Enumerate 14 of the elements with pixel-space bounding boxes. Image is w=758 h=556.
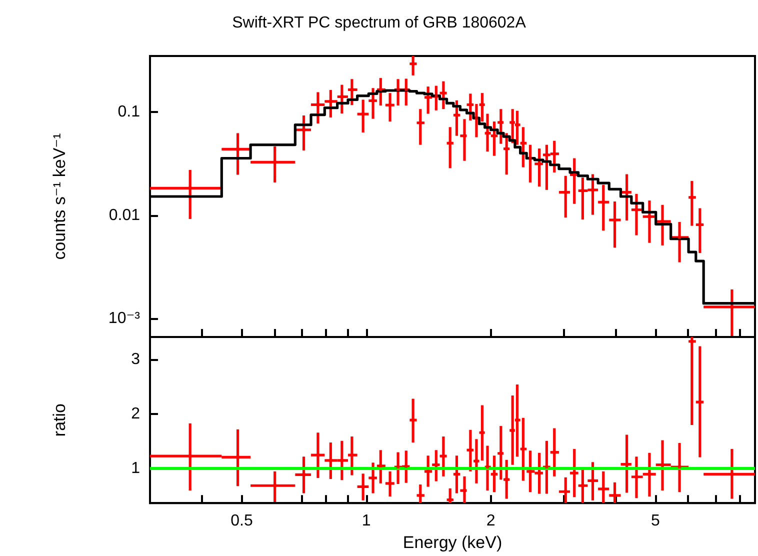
y-axis-title: counts s⁻¹ keV⁻¹ [50,132,69,260]
y-tick-label: 1 [131,460,140,478]
x-tick-label: 1 [362,512,371,530]
y-tick-label: 0.1 [118,104,140,121]
x-tick-label: 2 [486,512,496,530]
y-axis-title: ratio [50,404,69,437]
y-tick-label: 3 [131,350,140,368]
x-tick-label: 5 [651,512,660,530]
y-tick-label: 2 [131,406,140,423]
y-tick-label: 0.01 [108,206,140,224]
chart-title: Swift-XRT PC spectrum of GRB 180602A [232,14,526,32]
x-axis-title: Energy (keV) [402,533,502,552]
y-tick-label: 10⁻³ [108,310,141,327]
x-tick-label: 0.5 [230,512,253,530]
